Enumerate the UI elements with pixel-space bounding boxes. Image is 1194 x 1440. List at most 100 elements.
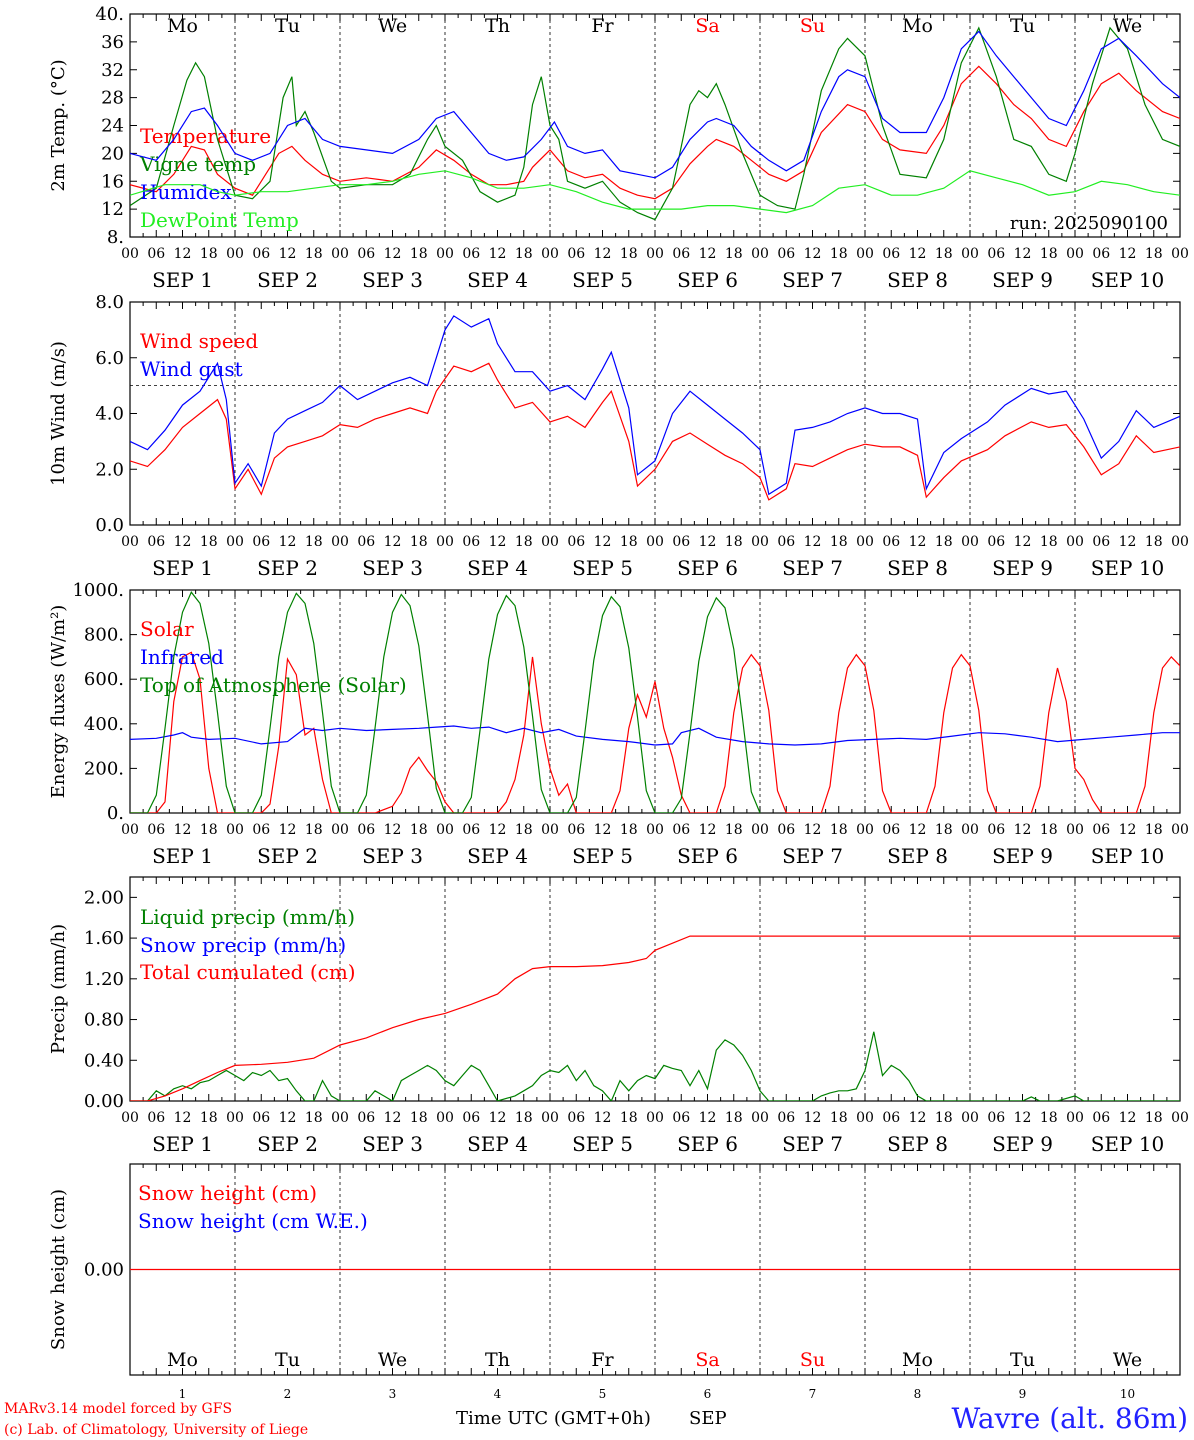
hour-tick-label: 12 xyxy=(489,246,507,262)
hour-tick-label: 06 xyxy=(567,1110,585,1126)
hour-tick-label: 06 xyxy=(987,822,1005,838)
date-label: SEP 5 xyxy=(572,844,633,868)
legend-entry: Snow height (cm) xyxy=(138,1181,317,1205)
date-label: SEP 10 xyxy=(1091,844,1165,868)
date-label: SEP 8 xyxy=(887,844,948,868)
date-label: SEP 9 xyxy=(992,556,1053,580)
hour-tick-label: 06 xyxy=(252,246,270,262)
hour-tick-label: 00 xyxy=(1171,822,1189,838)
run-label: run: 2025090100 xyxy=(1010,213,1168,234)
hour-tick-label: 12 xyxy=(804,246,822,262)
weekday-label: Fr xyxy=(591,1349,614,1371)
hour-tick-label: 06 xyxy=(567,246,585,262)
series-line-liquid-precip-mm-h- xyxy=(130,1031,1180,1101)
date-label: SEP 3 xyxy=(362,844,423,868)
hour-tick-label: 00 xyxy=(1066,1110,1084,1126)
credit-line-1: MARv3.14 model forced by GFS xyxy=(4,1401,232,1417)
hour-tick-label: 12 xyxy=(699,1110,717,1126)
hour-tick-label: 12 xyxy=(804,1110,822,1126)
date-label: SEP 1 xyxy=(152,1132,213,1156)
date-label: SEP 4 xyxy=(467,268,528,292)
hour-tick-label: 06 xyxy=(357,534,375,550)
y-tick-label: 28 xyxy=(101,88,124,109)
hour-tick-label: 12 xyxy=(699,822,717,838)
hour-tick-label: 18 xyxy=(1040,246,1058,262)
y-tick-label: 0.00 xyxy=(84,1091,124,1112)
hour-tick-label: 12 xyxy=(1119,246,1137,262)
y-tick-label: 6.0 xyxy=(95,348,124,369)
date-label: SEP 6 xyxy=(677,844,738,868)
hour-tick-label: 12 xyxy=(804,534,822,550)
date-label: SEP 3 xyxy=(362,556,423,580)
weekday-label: Fr xyxy=(591,15,614,37)
hour-tick-label: 18 xyxy=(620,246,638,262)
legend-entry: Vigne temp xyxy=(139,152,256,176)
date-label: SEP 4 xyxy=(467,1132,528,1156)
hour-tick-label: 12 xyxy=(1014,822,1032,838)
hour-tick-label: 00 xyxy=(1171,1110,1189,1126)
y-axis-label: Energy fluxes (W/m²) xyxy=(48,605,69,799)
hour-tick-label: 00 xyxy=(1171,534,1189,550)
hour-tick-label: 12 xyxy=(174,246,192,262)
y-tick-label: 32 xyxy=(101,60,124,81)
hour-tick-label: 18 xyxy=(515,246,533,262)
date-label: SEP 1 xyxy=(152,844,213,868)
y-tick-label: 0.00 xyxy=(84,1260,124,1281)
hour-tick-label: 12 xyxy=(699,534,717,550)
legend-entry: Solar xyxy=(140,617,194,641)
hour-tick-label: 00 xyxy=(331,534,349,550)
day-number-label: 3 xyxy=(389,1387,397,1401)
hour-tick-label: 12 xyxy=(279,246,297,262)
legend-entry: Liquid precip (mm/h) xyxy=(140,905,355,929)
hour-tick-label: 00 xyxy=(856,822,874,838)
hour-tick-label: 06 xyxy=(987,534,1005,550)
hour-tick-label: 00 xyxy=(541,534,559,550)
hour-tick-label: 18 xyxy=(1145,246,1163,262)
weekday-label: Mo xyxy=(902,1349,933,1371)
y-tick-label: 24 xyxy=(101,116,124,137)
legend-entry: Total cumulated (cm) xyxy=(140,960,356,984)
hour-tick-label: 00 xyxy=(331,822,349,838)
date-label: SEP 5 xyxy=(572,268,633,292)
hour-tick-label: 18 xyxy=(620,534,638,550)
hour-tick-label: 06 xyxy=(252,1110,270,1126)
y-axis-label: Precip (mm/h) xyxy=(48,924,69,1054)
weekday-label: Mo xyxy=(167,15,198,37)
plot-frame xyxy=(129,301,1181,526)
weekday-label: We xyxy=(1113,15,1142,37)
date-label: SEP 8 xyxy=(887,556,948,580)
date-label: SEP 7 xyxy=(782,556,843,580)
y-tick-label: 1000. xyxy=(72,580,124,601)
weekday-label: Th xyxy=(485,1349,510,1371)
date-label: SEP 2 xyxy=(257,1132,318,1156)
hour-tick-label: 18 xyxy=(305,534,323,550)
date-label: SEP 2 xyxy=(257,268,318,292)
y-tick-label: 0.0 xyxy=(95,515,124,536)
hour-tick-label: 12 xyxy=(279,822,297,838)
date-label: SEP 2 xyxy=(257,556,318,580)
series-line-infrared xyxy=(130,725,1180,746)
hour-tick-label: 00 xyxy=(436,822,454,838)
date-label: SEP 1 xyxy=(152,556,213,580)
hour-tick-label: 18 xyxy=(1145,534,1163,550)
hour-tick-label: 06 xyxy=(147,822,165,838)
y-tick-label: 600. xyxy=(84,669,124,690)
hour-tick-label: 06 xyxy=(357,822,375,838)
hour-tick-label: 00 xyxy=(961,1110,979,1126)
hour-tick-label: 12 xyxy=(489,822,507,838)
hour-tick-label: 18 xyxy=(725,822,743,838)
weekday-label: We xyxy=(378,15,407,37)
y-tick-label: 0.40 xyxy=(84,1050,124,1071)
hour-tick-label: 18 xyxy=(935,1110,953,1126)
date-label: SEP 7 xyxy=(782,844,843,868)
station-label: Wavre (alt. 86m) xyxy=(952,1402,1188,1435)
date-label: SEP 10 xyxy=(1091,1132,1165,1156)
weekday-label: Sa xyxy=(695,15,719,37)
hour-tick-label: 00 xyxy=(856,534,874,550)
hour-tick-label: 00 xyxy=(226,1110,244,1126)
hour-tick-label: 18 xyxy=(200,822,218,838)
y-tick-label: 2.00 xyxy=(84,887,124,908)
hour-tick-label: 06 xyxy=(462,1110,480,1126)
weekday-label: We xyxy=(1113,1349,1142,1371)
hour-tick-label: 12 xyxy=(1119,822,1137,838)
